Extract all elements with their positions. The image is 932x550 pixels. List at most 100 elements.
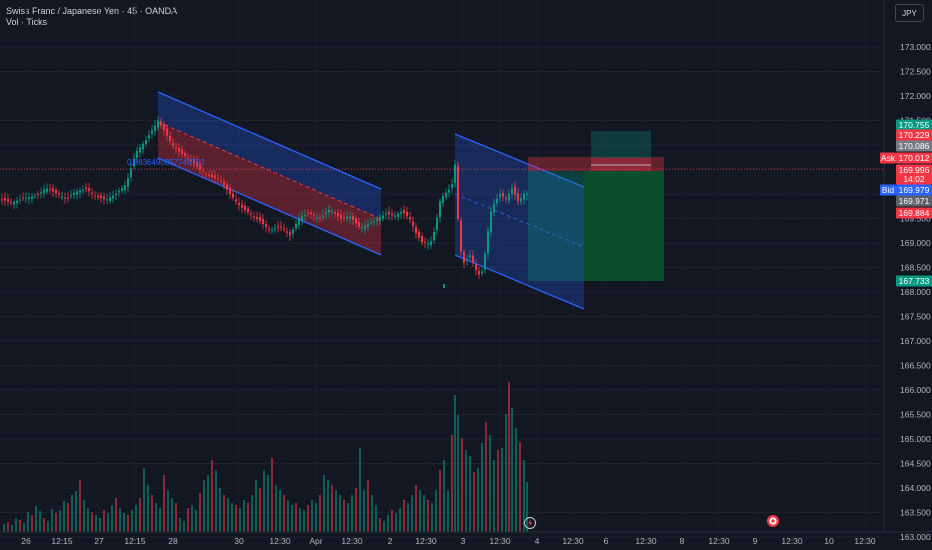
candle-body	[451, 184, 453, 188]
candle-body	[211, 174, 213, 178]
time-tick-label: 12:30	[635, 536, 657, 546]
time-tick-label: 3	[461, 536, 466, 546]
candle-body	[478, 271, 480, 275]
candle-body	[175, 147, 177, 149]
candle-body	[439, 201, 441, 218]
event-marker-icon[interactable]	[767, 515, 779, 527]
candle-body	[289, 232, 291, 236]
time-tick-label: 8	[680, 536, 685, 546]
candle-body	[484, 253, 486, 270]
volume-bar	[239, 508, 241, 532]
fib-level-label: 0.8836490857745762	[127, 158, 205, 167]
price-tick-label: 172.500	[900, 67, 931, 77]
candle-body	[94, 195, 96, 197]
candle-body	[247, 208, 249, 213]
candle-body	[502, 192, 504, 197]
chart-legend: Swiss Franc / Japanese Yen · 45 · OANDA …	[6, 6, 177, 28]
volume-title: Vol · Ticks	[6, 17, 48, 27]
volume-bar	[3, 524, 5, 532]
volume-bar	[95, 515, 97, 532]
volume-bar	[171, 498, 173, 532]
candle-body	[7, 198, 9, 202]
candle-body	[4, 197, 6, 201]
volume-bar	[231, 503, 233, 532]
price-tick-label: 165.000	[900, 434, 931, 444]
candle-body	[262, 219, 264, 224]
candle-body	[133, 158, 135, 167]
candle-body	[109, 197, 111, 202]
volume-bar	[439, 470, 441, 532]
candle-body	[142, 143, 144, 150]
candle-body	[187, 157, 189, 159]
volume-bar	[387, 515, 389, 532]
candle-body	[316, 217, 318, 219]
candle-body	[148, 135, 150, 139]
currency-button[interactable]: JPY	[895, 4, 924, 22]
candle-body	[424, 242, 426, 244]
candle-body	[16, 200, 18, 204]
volume-bar	[299, 508, 301, 532]
price-tag-value: 170.012	[899, 153, 930, 163]
volume-bar	[461, 438, 463, 532]
channel-1-top-line	[157, 91, 382, 190]
candle-body	[172, 143, 174, 146]
candle-body	[397, 213, 399, 218]
volume-bar	[143, 468, 145, 532]
price-tag-value: 170.086	[899, 141, 930, 151]
candle-body	[100, 195, 102, 199]
candle-body	[307, 213, 309, 215]
volume-bar	[179, 518, 181, 532]
price-tag-value: 169.971	[899, 196, 930, 206]
price-tag	[896, 184, 932, 196]
volume-bar	[307, 505, 309, 532]
candle-body	[313, 214, 315, 216]
candle-body	[217, 178, 219, 180]
volume-bar	[11, 525, 13, 532]
candle-body	[373, 220, 375, 222]
candle-body	[151, 130, 153, 134]
price-tick-label: 172.000	[900, 91, 931, 101]
price-tick-label: 164.500	[900, 459, 931, 469]
channel-2-mid-line	[454, 193, 585, 248]
candle-body	[514, 186, 516, 195]
candle-body	[274, 228, 276, 230]
candle-body	[325, 212, 327, 214]
candle-body	[523, 194, 525, 200]
volume-bar	[477, 468, 479, 532]
candle-body	[232, 193, 234, 198]
candle-body	[382, 215, 384, 219]
volume-bar	[227, 498, 229, 532]
volume-bar	[347, 503, 349, 532]
regression-channel-1	[157, 91, 382, 256]
candle-body	[391, 213, 393, 216]
candle-body	[367, 224, 369, 227]
volume-bar	[103, 510, 105, 532]
volume-bar	[407, 503, 409, 532]
time-tick-label: 12:30	[415, 536, 437, 546]
time-tick-label: 26	[21, 536, 31, 546]
candle-body	[358, 221, 360, 228]
lightning-icon[interactable]	[524, 517, 536, 529]
time-tick-label: 12:15	[51, 536, 73, 546]
volume-bar	[473, 472, 475, 532]
volume-bar	[7, 522, 9, 532]
price-tag	[896, 140, 932, 152]
channel-1-mid-line	[157, 121, 382, 220]
channel-2-bottom-line	[454, 254, 585, 310]
candle-body	[331, 210, 333, 212]
candle-body	[265, 224, 267, 227]
candle-body	[409, 217, 411, 220]
volume-bar	[303, 510, 305, 532]
candle-body	[52, 188, 54, 192]
time-tick-label: 2	[388, 536, 393, 546]
volume-bar	[526, 482, 528, 532]
volume-bar	[508, 382, 510, 532]
candle-body	[466, 258, 468, 262]
candle-body	[460, 220, 462, 252]
price-axis: 173.000172.500172.000171.500171.000170.5…	[883, 0, 931, 542]
candle-body	[526, 193, 528, 196]
volume-bar	[351, 495, 353, 532]
volume-bar	[203, 480, 205, 532]
candle-body	[244, 205, 246, 210]
